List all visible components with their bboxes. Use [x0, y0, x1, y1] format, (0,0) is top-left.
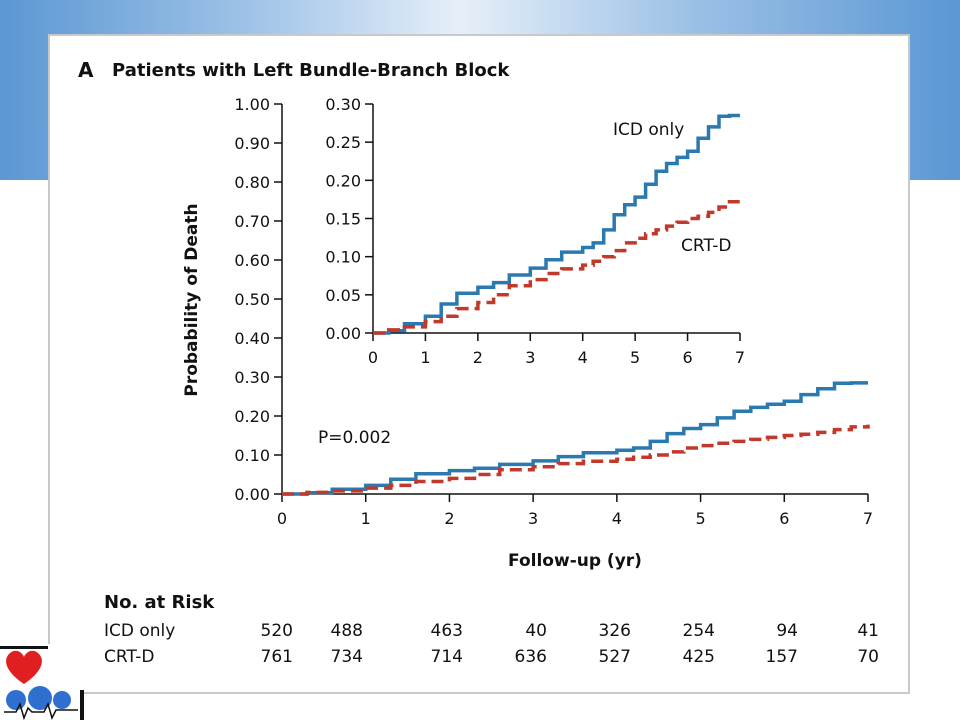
inset-y-tick-label: 0.05	[325, 286, 361, 305]
inset-x-tick-label: 5	[630, 348, 640, 367]
main-y-tick-label: 0.60	[234, 251, 270, 270]
inset-x-tick-label: 0	[368, 348, 378, 367]
risk-cell: 761	[261, 647, 293, 667]
x-axis-label: Follow-up (yr)	[508, 551, 642, 571]
main-series-line-icd-only	[282, 381, 868, 496]
main-y-tick-label: 0.30	[234, 368, 270, 387]
main-plot: 0.00 0.10 0.20 0.30 0.40 0.50 0.60 0.70 0.80 0.90…	[234, 95, 873, 528]
y-axis-label: Probability of Death	[182, 203, 202, 396]
p-value-annotation: P=0.002	[318, 428, 391, 448]
inset-y-tick-label: 0.20	[325, 171, 361, 190]
risk-row-label: CRT-D	[104, 647, 155, 667]
main-x-tick-label: 2	[444, 509, 454, 528]
main-x-tick-label: 4	[612, 509, 622, 528]
main-y-tick-label: 0.00	[234, 485, 270, 504]
inset-y-tick-label: 0.25	[325, 133, 361, 152]
main-y-tick-label: 0.50	[234, 290, 270, 309]
risk-cell: 40	[525, 621, 547, 641]
main-series-line-crt-d	[282, 424, 870, 496]
main-y-tick-label: 0.70	[234, 212, 270, 231]
inset-x-tick-label: 2	[473, 348, 483, 367]
panel-letter: A	[78, 58, 94, 82]
risk-cell: 326	[599, 621, 631, 641]
risk-cell: 527	[599, 647, 631, 667]
main-x-tick-label: 0	[277, 509, 287, 528]
main-y-tick-label: 0.20	[234, 407, 270, 426]
panel-title: Patients with Left Bundle-Branch Block	[112, 60, 510, 81]
inset-y-tick-label: 0.30	[325, 95, 361, 114]
risk-cell: 254	[683, 621, 715, 641]
main-x-tick-label: 7	[863, 509, 873, 528]
risk-cell: 425	[683, 647, 715, 667]
inset-y-tick-label: 0.15	[325, 210, 361, 229]
risk-cell: 463	[431, 621, 463, 641]
main-y-tick-label: 0.10	[234, 446, 270, 465]
main-x-tick-label: 1	[361, 509, 371, 528]
inset-plot: 0.00 0.05 0.10 0.15 0.20 0.25 0.30 0 1 2 3 4 5 6 7	[325, 95, 745, 367]
main-x-tick-label: 3	[528, 509, 538, 528]
main-y-tick-label: 0.80	[234, 173, 270, 192]
risk-cell: 520	[261, 621, 293, 641]
inset-label-icd: ICD only	[613, 120, 684, 140]
risk-table-title: No. at Risk	[104, 592, 215, 613]
main-x-tick-label: 6	[779, 509, 789, 528]
risk-cell: 41	[857, 621, 879, 641]
risk-row-label: ICD only	[104, 621, 175, 641]
risk-cell: 70	[857, 647, 879, 667]
inset-label-crtd: CRT-D	[681, 236, 732, 256]
inset-x-tick-label: 7	[735, 348, 745, 367]
figure-panel	[48, 34, 910, 694]
risk-cell: 94	[776, 621, 798, 641]
inset-y-tick-label: 0.00	[325, 324, 361, 343]
inset-series-line-crt-d	[373, 197, 742, 335]
risk-cell: 734	[331, 647, 363, 667]
risk-cell: 157	[766, 647, 798, 667]
main-y-tick-label: 1.00	[234, 95, 270, 114]
main-y-tick-label: 0.40	[234, 329, 270, 348]
inset-x-tick-label: 1	[420, 348, 430, 367]
risk-table: No. at Risk ICD only 520 488 463 40 326 254 94 4…	[104, 592, 879, 667]
risk-cell: 488	[331, 621, 363, 641]
risk-cell: 636	[515, 647, 547, 667]
inset-x-tick-label: 3	[525, 348, 535, 367]
inset-x-tick-label: 4	[578, 348, 588, 367]
risk-cell: 714	[431, 647, 463, 667]
main-y-tick-label: 0.90	[234, 134, 270, 153]
heart-logo-icon	[0, 644, 84, 720]
main-x-tick-label: 5	[695, 509, 705, 528]
inset-x-tick-label: 6	[682, 348, 692, 367]
inset-series-line-icd-only	[373, 113, 740, 335]
inset-y-tick-label: 0.10	[325, 248, 361, 267]
